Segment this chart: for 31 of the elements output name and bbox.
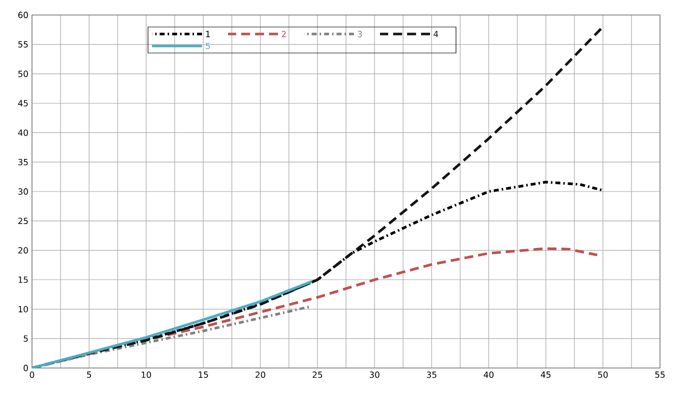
y-tick-label: 50 (18, 70, 28, 78)
y-tick-label: 5 (24, 335, 28, 342)
y-tick-label: 45 (18, 100, 28, 106)
line-series (32, 280, 314, 368)
y-tick-label: 35 (18, 158, 28, 166)
x-tick-label: 25 (312, 372, 322, 378)
x-tick-label: 50 (598, 372, 608, 378)
text: 3 (358, 30, 362, 38)
text: 5 (206, 42, 210, 50)
text: 1 (206, 30, 210, 38)
x-tick-label: 5 (87, 372, 92, 378)
y-tick-label: 30 (18, 188, 28, 195)
x-tick-label: 15 (198, 372, 208, 378)
x-tick-label: 10 (142, 372, 152, 378)
y-tick-label: 25 (18, 218, 28, 224)
y-tick-label: 60 (18, 12, 28, 18)
x-tick-label: 55 (655, 372, 665, 378)
x-tick-label: 45 (540, 372, 550, 378)
x-tick-label: 0 (30, 372, 34, 378)
x-tick-label: 30 (370, 372, 380, 378)
y-tick-label: 20 (18, 247, 28, 254)
y-tick-label: 15 (18, 276, 28, 283)
x-tick-label: 35 (426, 372, 436, 378)
y-tick-label: 40 (18, 129, 28, 136)
y-tick-label: 0 (24, 364, 28, 372)
x-tick-label: 40 (484, 372, 494, 378)
y-tick-label: 10 (18, 306, 28, 312)
y-tick-label: 55 (18, 41, 28, 48)
x-tick-label: 20 (256, 372, 266, 378)
text: 2 (282, 30, 286, 38)
text: 4 (434, 30, 438, 38)
